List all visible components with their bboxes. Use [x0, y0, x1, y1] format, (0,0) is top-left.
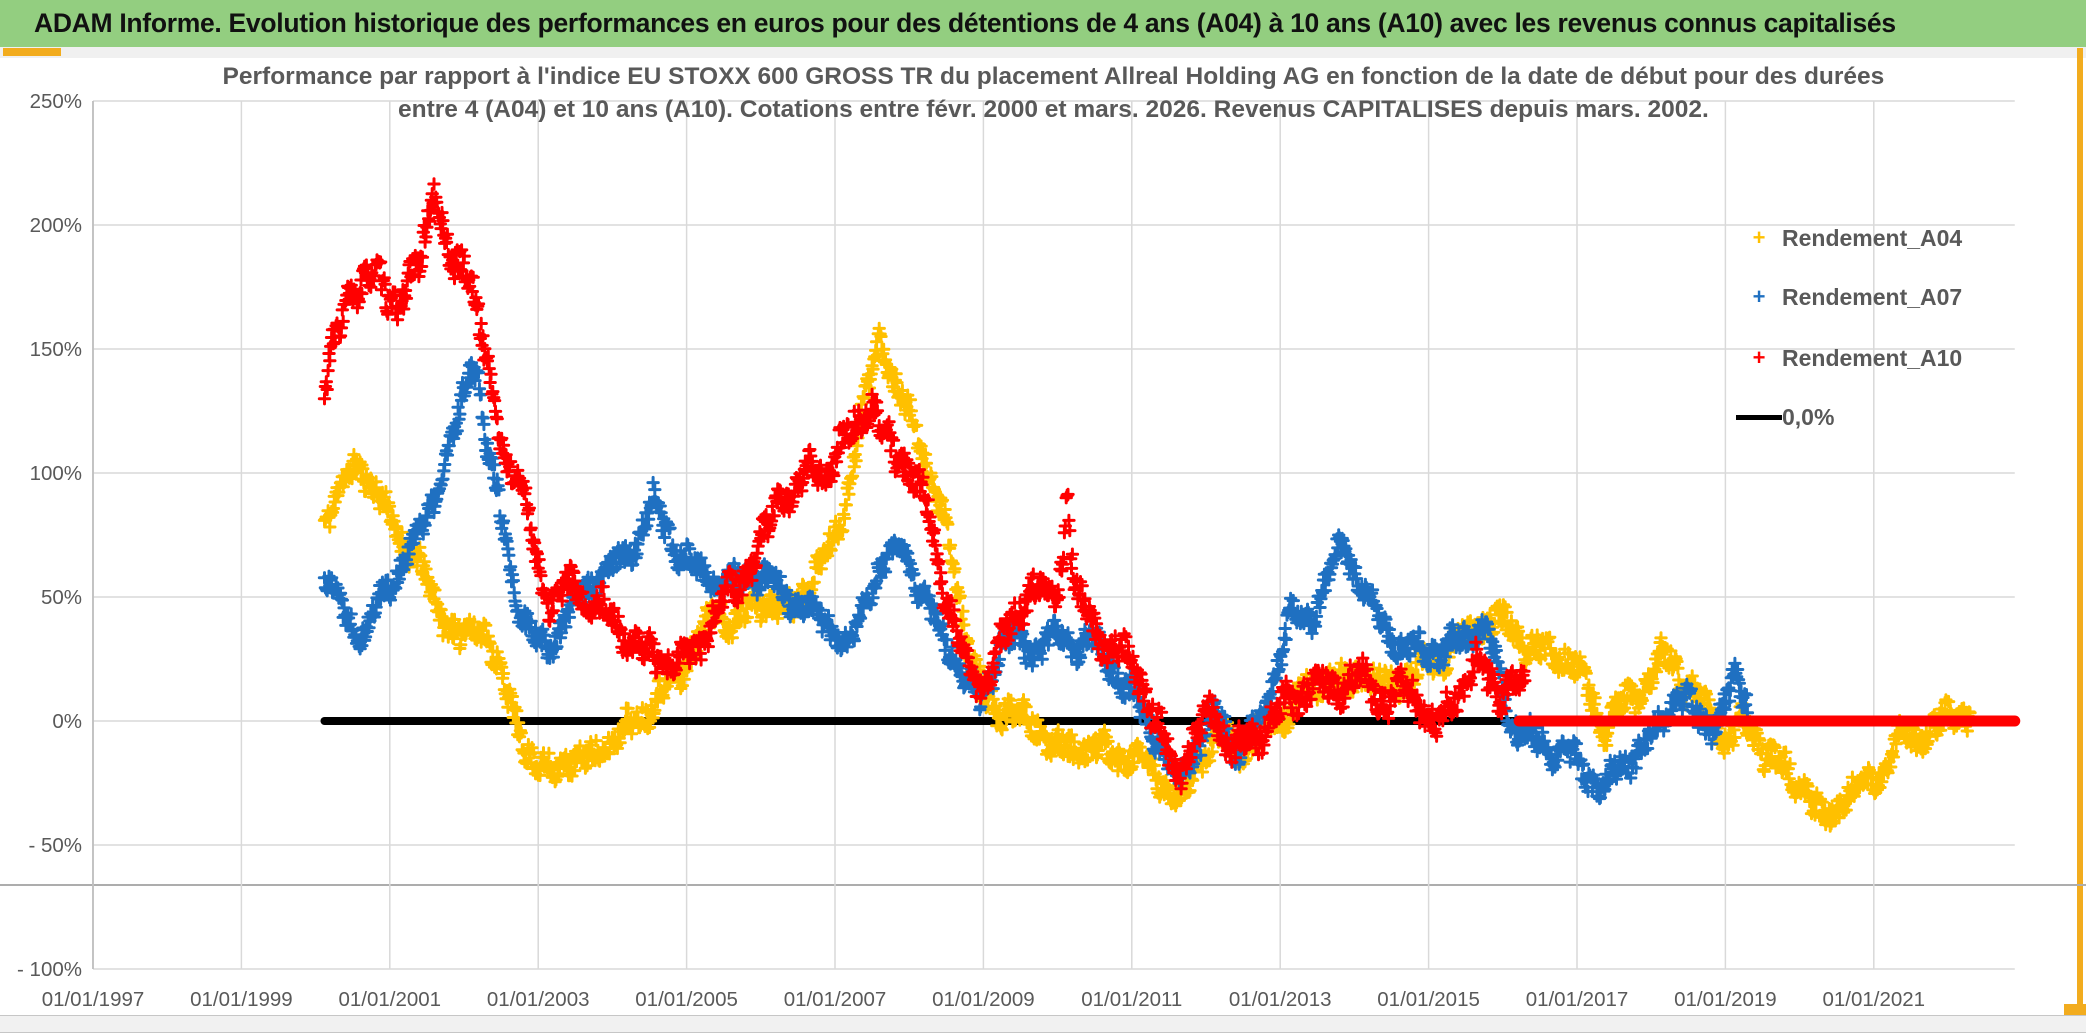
x-tick-label: 01/01/2009 [932, 988, 1035, 1011]
header-sub-row [0, 47, 2086, 58]
y-tick-label: 0% [52, 710, 82, 733]
zero-line-icon [1736, 414, 1782, 420]
orange-accent-right-edge [2077, 48, 2083, 1031]
chart-title-line2: entre 4 (A04) et 10 ans (A10). Cotations… [397, 96, 1709, 123]
legend-item-rendementa07[interactable]: + Rendement_A07 [1736, 277, 1963, 317]
legend-label: Rendement_A10 [1782, 344, 1963, 371]
legend-label: Rendement_A07 [1782, 283, 1963, 310]
legend-item-rendementa04[interactable]: + Rendement_A04 [1736, 218, 1963, 258]
y-tick-label: - 100% [17, 958, 82, 981]
zero-line-glyph [1736, 414, 1782, 420]
x-tick-label: 01/01/2021 [1822, 988, 1925, 1011]
plus-marker-icon: + [1736, 347, 1782, 369]
legend-label: 0,0% [1782, 403, 1835, 430]
plus-marker-glyph: + [1752, 225, 1766, 250]
y-tick-label: 50% [41, 586, 82, 609]
orange-accent-top-left [3, 48, 61, 56]
horizontal-scrollbar-strip[interactable] [0, 1015, 2086, 1033]
y-tick-label: 100% [30, 462, 82, 485]
x-tick-label: 01/01/2003 [487, 988, 590, 1011]
y-tick-label: 200% [30, 214, 82, 237]
x-tick-label: 01/01/1999 [190, 988, 293, 1011]
legend-label: Rendement_A04 [1782, 224, 1963, 251]
x-tick-label: 01/01/2005 [635, 988, 738, 1011]
x-tick-label: 01/01/2011 [1081, 988, 1182, 1011]
series-rendement-a10[interactable] [317, 177, 1532, 796]
pane-divider-line [0, 884, 2086, 886]
x-tick-label: 01/01/2013 [1229, 988, 1332, 1011]
plus-marker-icon: + [1736, 286, 1782, 308]
x-tick-label: 01/01/2015 [1377, 988, 1480, 1011]
plus-marker-glyph: + [1752, 345, 1766, 370]
y-tick-label: 150% [30, 338, 82, 361]
legend-item-rendementa10[interactable]: + Rendement_A10 [1736, 338, 1963, 378]
plus-marker-glyph: + [1752, 284, 1766, 309]
x-tick-label: 01/01/1997 [42, 988, 145, 1011]
report-title: ADAM Informe. Evolution historique des p… [34, 8, 1896, 38]
legend-item-00[interactable]: 0,0% [1736, 397, 1834, 437]
x-tick-label: 01/01/2017 [1526, 988, 1629, 1011]
performance-chart-object[interactable]: 250% 200% 150% 100% 50% 0% - 50% - 100% 01/01/19… [0, 58, 2086, 1015]
y-tick-label: - 50% [28, 834, 82, 857]
series-rendement-a07[interactable] [317, 356, 1755, 806]
x-tick-label: 01/01/2001 [338, 988, 441, 1011]
y-tick-label: 250% [30, 90, 82, 113]
plus-marker-icon: + [1736, 227, 1782, 249]
report-title-bar: ADAM Informe. Evolution historique des p… [0, 0, 2086, 48]
chart-title: Performance par rapport à l'indice EU ST… [223, 60, 1885, 126]
chart-title-line1: Performance par rapport à l'indice EU ST… [222, 63, 1885, 90]
x-tick-label: 01/01/2007 [784, 988, 887, 1011]
x-tick-label: 01/01/2019 [1674, 988, 1777, 1011]
